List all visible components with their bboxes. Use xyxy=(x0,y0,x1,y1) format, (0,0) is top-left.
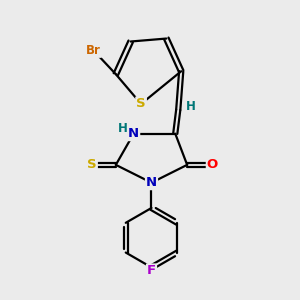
Text: N: N xyxy=(146,176,157,189)
Text: H: H xyxy=(117,122,127,135)
Text: O: O xyxy=(207,158,218,171)
Text: N: N xyxy=(128,127,139,140)
Text: F: F xyxy=(147,265,156,278)
Text: S: S xyxy=(87,158,97,171)
Text: H: H xyxy=(186,100,196,113)
Text: S: S xyxy=(136,98,146,110)
Text: Br: Br xyxy=(86,44,101,57)
